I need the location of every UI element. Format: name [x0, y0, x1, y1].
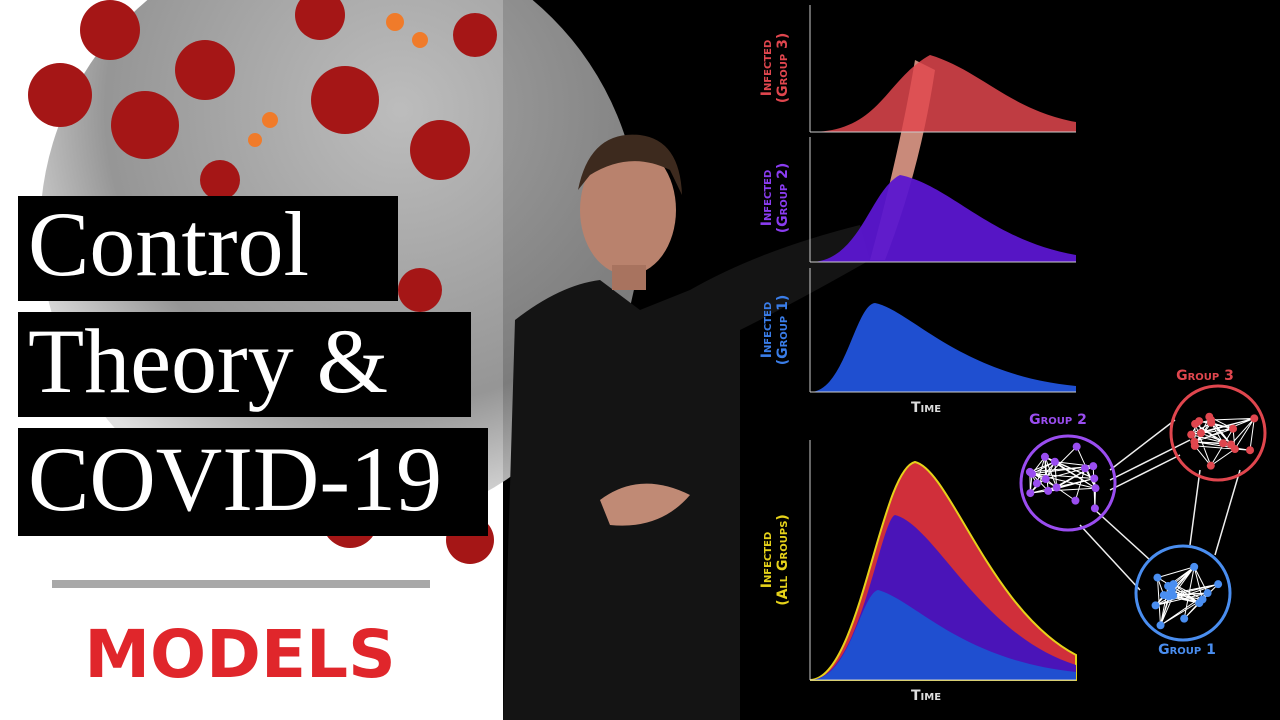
y-axis-label: Infected: [759, 302, 775, 359]
network-node: [1090, 474, 1099, 483]
subtitle: MODELS: [84, 616, 395, 693]
network: [1019, 384, 1267, 642]
network-node: [1203, 589, 1212, 598]
network-node: [1206, 461, 1215, 470]
network-node: [1090, 504, 1099, 513]
network-node: [1250, 414, 1259, 423]
title-box: [18, 196, 398, 301]
network-node: [1156, 621, 1165, 630]
network-node: [1169, 580, 1178, 589]
network-node: [1219, 439, 1228, 448]
network-node: [1080, 464, 1089, 473]
network-node: [1071, 496, 1080, 505]
network-node: [1032, 479, 1041, 488]
plot-group-2: [809, 137, 1076, 263]
group-label: Group 2: [1029, 412, 1087, 428]
network-edges: [1029, 446, 1096, 509]
divider: [52, 580, 430, 588]
y-axis-label: (All Groups): [775, 514, 791, 606]
network-node: [1169, 591, 1178, 600]
network-node: [1196, 429, 1205, 438]
network-node: [1187, 430, 1196, 439]
network-node: [1190, 441, 1199, 450]
plot-group-3: [809, 5, 1076, 133]
group-circle: [1169, 384, 1267, 482]
network-node: [1191, 419, 1200, 428]
y-axis-label: Infected: [759, 40, 775, 97]
network-node: [1072, 442, 1081, 451]
network-node: [1180, 614, 1189, 623]
y-axis-label: (Group 1): [775, 295, 791, 366]
group-label: Group 1: [1158, 642, 1216, 658]
network-node: [1041, 475, 1050, 484]
network-node: [1089, 462, 1098, 471]
time-label: Time: [911, 688, 941, 704]
title-box: [18, 428, 488, 536]
plot-all-groups: [809, 440, 1077, 681]
network-node: [1214, 580, 1223, 589]
network-node: [1025, 467, 1034, 476]
network-node: [1091, 484, 1100, 493]
network-link: [1079, 419, 1241, 591]
group-circle: [1019, 434, 1117, 532]
network-node: [1153, 573, 1162, 582]
plot-group-1: [809, 268, 1076, 393]
title-line: Control: [28, 193, 309, 295]
group-circle: [1134, 544, 1232, 642]
network-node: [1230, 445, 1239, 454]
network-node: [1151, 601, 1160, 610]
network-node: [1044, 486, 1053, 495]
y-axis-label: (Group 3): [775, 33, 791, 104]
network-node: [1246, 446, 1255, 455]
network-node: [1040, 452, 1049, 461]
y-axis-label: Infected: [759, 170, 775, 227]
network-node: [1026, 489, 1035, 498]
title-line: Theory &: [28, 310, 388, 412]
network-node: [1052, 483, 1061, 492]
network-node: [1229, 424, 1238, 433]
title-line: COVID-19: [28, 428, 442, 530]
network-node: [1050, 457, 1059, 466]
network-node: [1195, 599, 1204, 608]
group-label: Group 3: [1176, 368, 1234, 384]
network-node: [1159, 591, 1168, 600]
title-box: [18, 312, 471, 417]
network-node: [1205, 412, 1214, 421]
y-axis-label: (Group 2): [775, 163, 791, 234]
time-label: Time: [911, 400, 941, 416]
y-axis-label: Infected: [759, 532, 775, 589]
network-node: [1190, 562, 1199, 571]
